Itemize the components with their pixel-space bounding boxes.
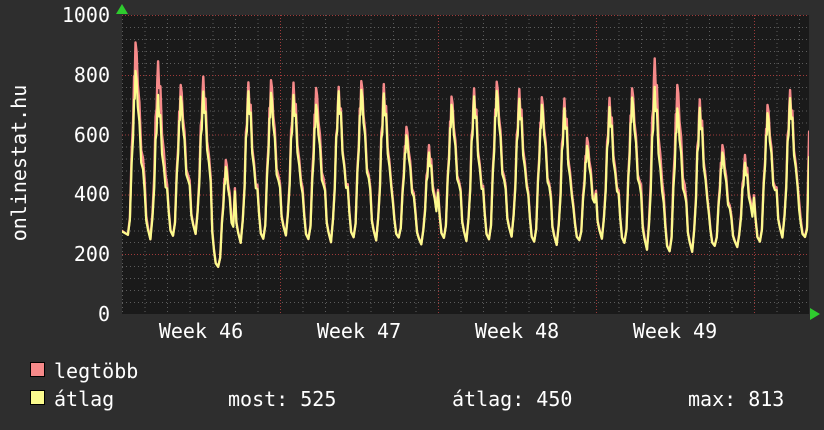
y-axis-label: 800 <box>73 62 110 87</box>
x-axis-label: Week 48 <box>474 319 560 343</box>
stat-max: max: 813 <box>688 387 785 411</box>
x-axis-label: Week 49 <box>632 319 718 343</box>
y-axis-label: 600 <box>73 122 110 147</box>
x-axis-label: Week 46 <box>158 319 244 343</box>
y-axis-label: 200 <box>73 242 110 267</box>
y-axis-label: 400 <box>73 182 110 207</box>
x-axis-arrow-icon <box>810 308 820 320</box>
series-line-atlag <box>122 69 809 268</box>
legend-swatch-legtobb <box>30 362 45 377</box>
legend-swatch-atlag <box>30 390 45 405</box>
y-axis-label: 0 <box>97 302 110 326</box>
y-axis-arrow-icon <box>116 4 128 14</box>
stat-most: most: 525 <box>228 387 337 411</box>
plot-area <box>122 15 809 314</box>
stat-atlag: átlag: 450 <box>452 387 573 411</box>
vertical-site-title: onlinestat.hu <box>7 84 31 242</box>
legend-label-atlag: átlag <box>54 387 115 411</box>
y-axis-label: 1000 <box>61 3 110 27</box>
x-axis-label: Week 47 <box>316 319 402 343</box>
legend-label-legtobb: legtöbb <box>54 359 139 383</box>
